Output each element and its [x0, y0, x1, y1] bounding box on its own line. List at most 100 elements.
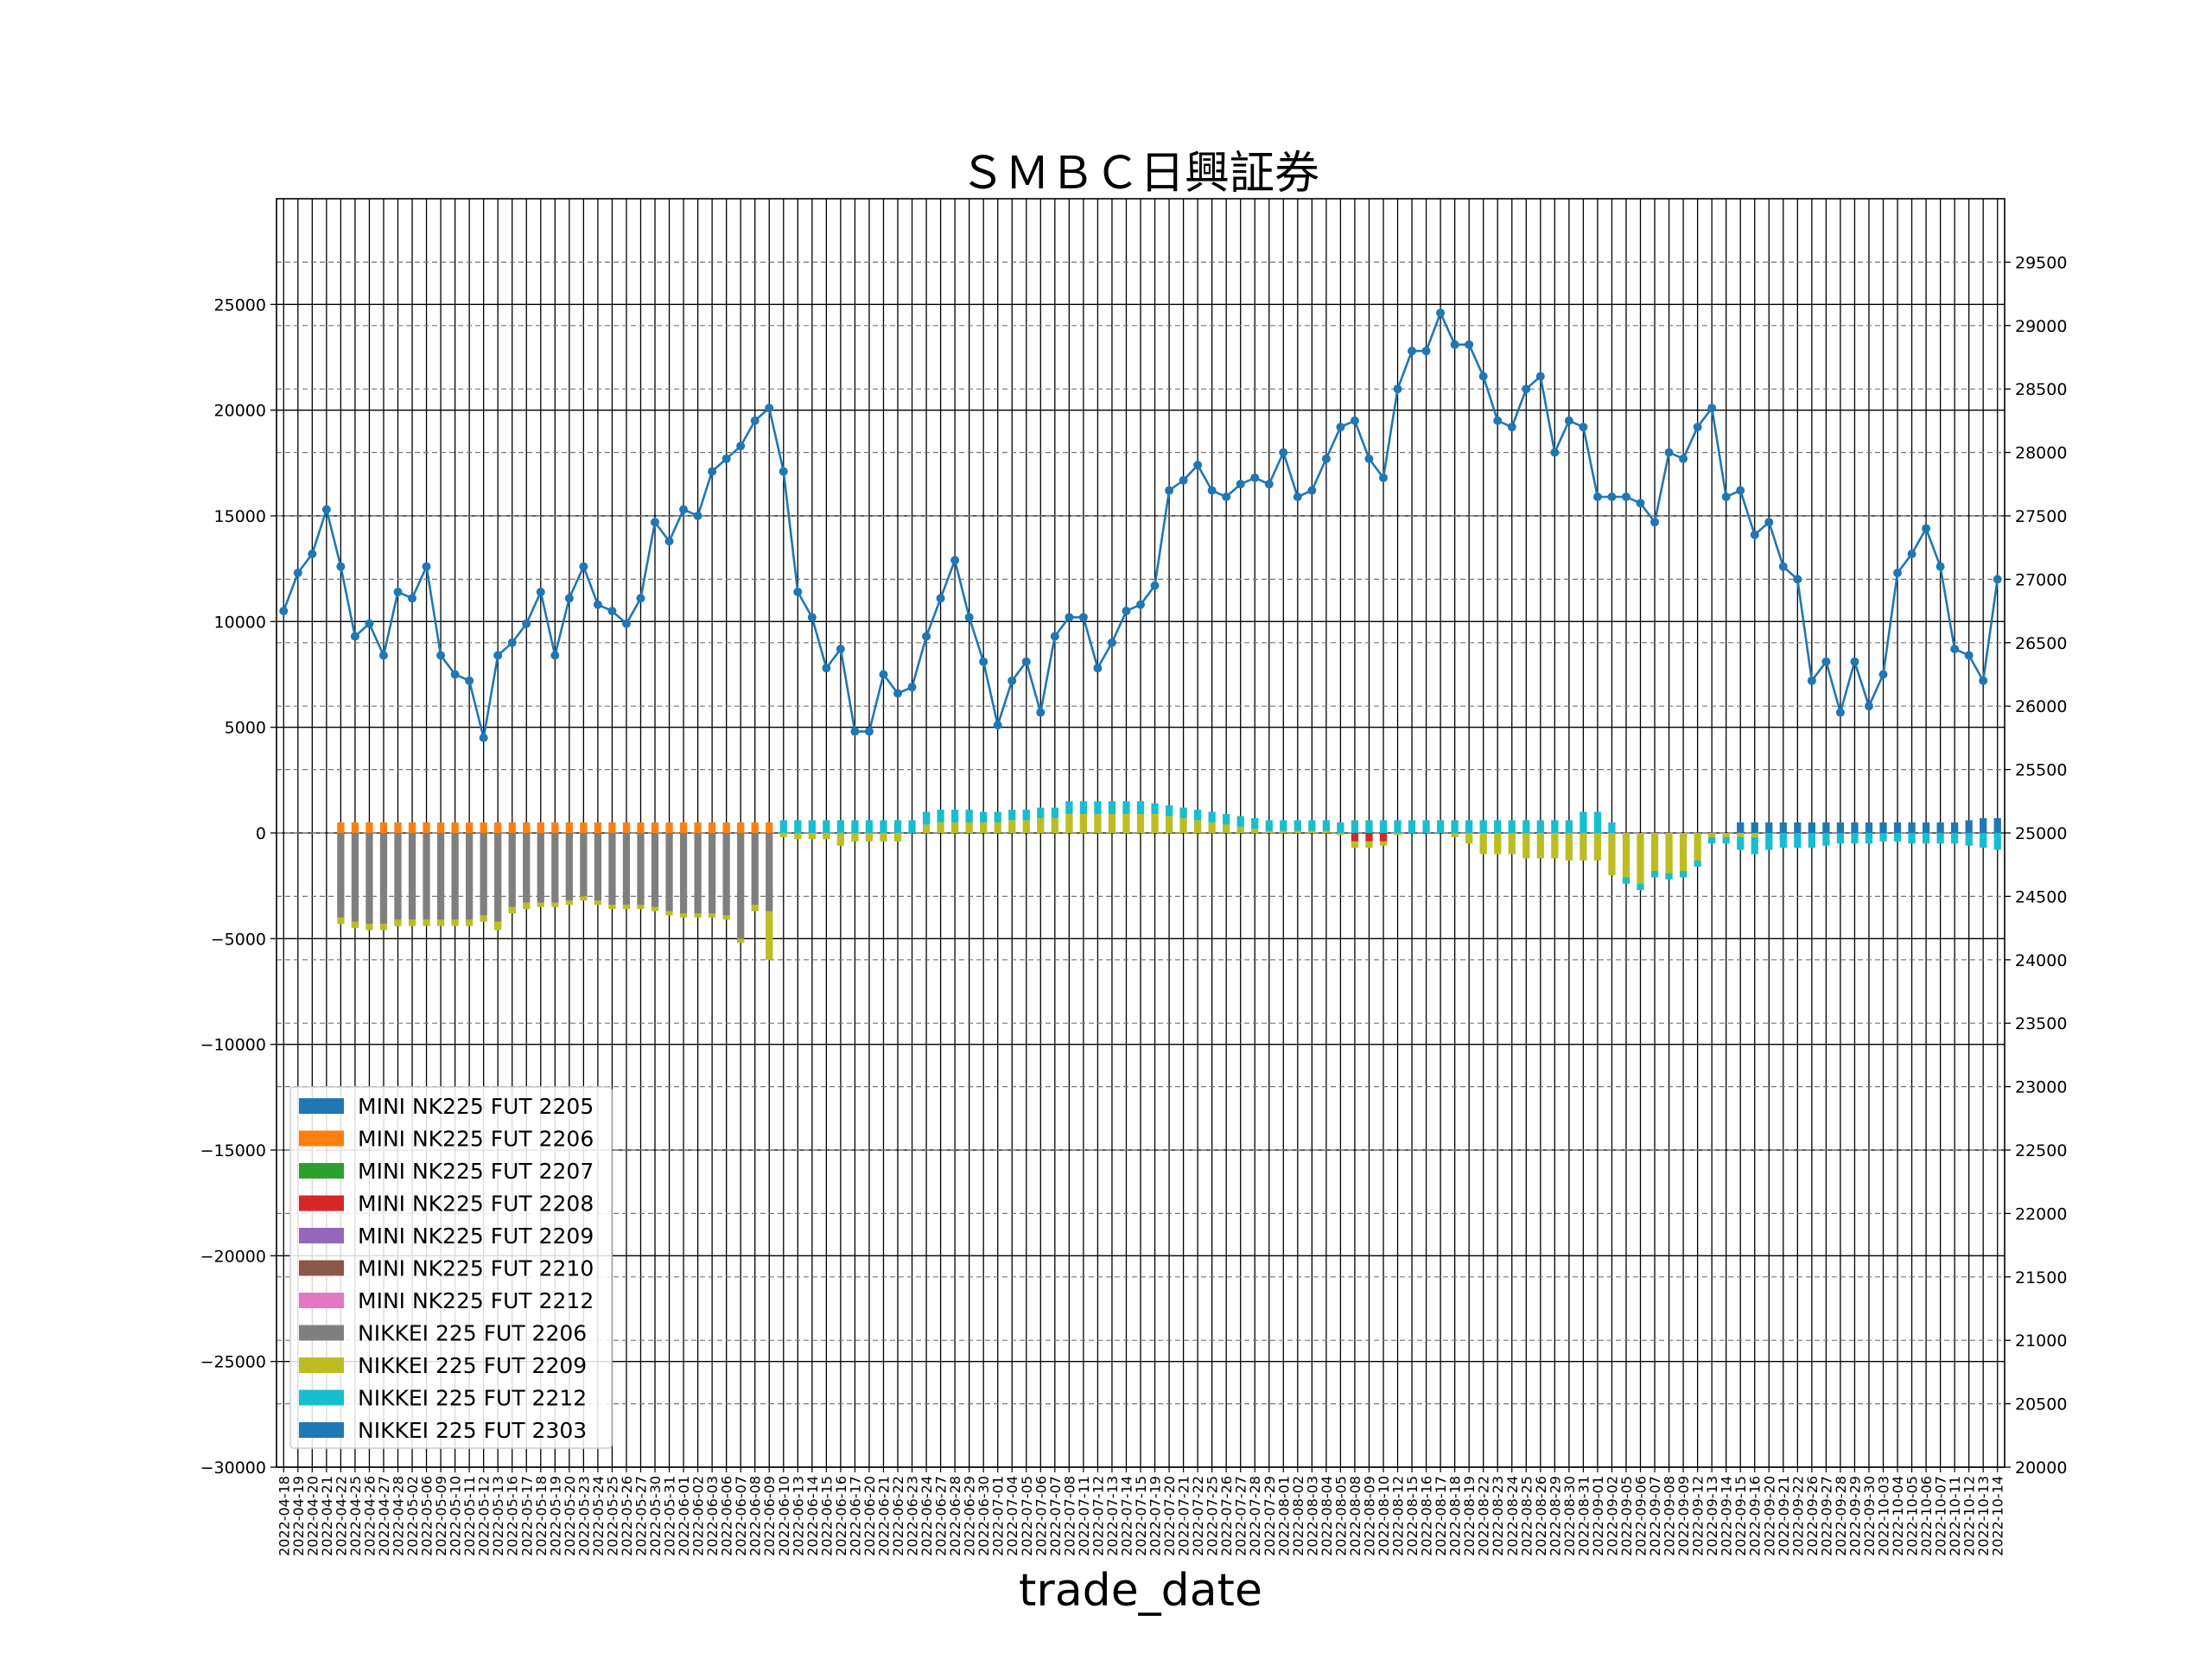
- bar-segment: [494, 921, 502, 931]
- bar-segment: [523, 833, 531, 903]
- price-point: [1122, 607, 1131, 616]
- bar-segment: [965, 822, 973, 833]
- bar-segment: [1122, 801, 1130, 814]
- price-point: [993, 721, 1002, 730]
- legend-label: NIKKEI 225 FUT 2212: [358, 1386, 587, 1411]
- bar-segment: [451, 833, 459, 920]
- price-point: [308, 550, 317, 559]
- y2-tick-label: 23500: [2015, 1014, 2067, 1033]
- bar-segment: [637, 905, 645, 910]
- price-point: [879, 670, 888, 679]
- bar-segment: [1208, 822, 1216, 833]
- price-point: [1936, 562, 1945, 571]
- y-axis-ticks: 25000 20000 15000 10000 5000 0 −5000 −10000 −150…: [200, 296, 276, 1478]
- price-point: [1907, 550, 1916, 559]
- bar-segment: [1465, 833, 1473, 844]
- x-tick-label: 2022-07-20: [1161, 1476, 1178, 1556]
- y2-tick-label: 28500: [2015, 380, 2067, 399]
- y2-tick-label: 29500: [2015, 253, 2067, 272]
- bar-segment: [337, 917, 345, 925]
- bar-segment: [1893, 833, 1902, 842]
- bar-segment: [1179, 807, 1187, 818]
- price-point: [436, 651, 446, 660]
- x-tick-label: 2022-06-29: [962, 1476, 978, 1556]
- price-point: [1850, 657, 1859, 666]
- x-tick-label: 2022-06-01: [676, 1476, 692, 1556]
- x-tick-label: 2022-09-14: [1719, 1476, 1735, 1556]
- x-tick-label: 2022-06-15: [818, 1476, 835, 1556]
- y-tick-label: −30000: [200, 1459, 266, 1478]
- x-tick-label: 2022-04-27: [376, 1476, 392, 1556]
- bar-segment: [565, 900, 573, 906]
- x-tick-label: 2022-10-07: [1933, 1476, 1949, 1556]
- price-point: [1979, 676, 1988, 685]
- price-point: [279, 607, 289, 616]
- bar-segment: [1622, 877, 1630, 884]
- x-tick-label: 2022-09-21: [1776, 1476, 1792, 1556]
- x-tick-label: 2022-06-03: [704, 1476, 721, 1556]
- legend-label: MINI NK225 FUT 2208: [358, 1192, 594, 1217]
- price-point: [1350, 416, 1359, 425]
- y2-tick-label: 21000: [2015, 1332, 2067, 1351]
- price-point: [1264, 480, 1274, 489]
- x-tick-label: 2022-07-06: [1033, 1476, 1049, 1556]
- bar-segment: [1708, 833, 1716, 837]
- price-point: [465, 676, 474, 685]
- x-tick-label: 2022-07-29: [1262, 1476, 1278, 1556]
- bar-segment: [608, 822, 616, 833]
- bar-segment: [1223, 813, 1230, 825]
- price-point: [836, 645, 845, 654]
- bar-segment: [1108, 813, 1116, 833]
- bar-segment: [1951, 833, 1959, 844]
- x-tick-label: 2022-09-30: [1861, 1476, 1878, 1556]
- legend-swatch: [299, 1422, 344, 1438]
- price-point: [564, 594, 574, 603]
- bar-segment: [1765, 833, 1773, 850]
- x-tick-label: 2022-09-02: [1604, 1476, 1620, 1556]
- x-tick-label: 2022-05-24: [590, 1476, 607, 1556]
- x-tick-label: 2022-08-04: [1319, 1476, 1335, 1556]
- price-point: [1793, 575, 1802, 584]
- bar-segment: [808, 820, 816, 833]
- bar-segment: [1580, 811, 1587, 833]
- x-tick-label: 2022-06-30: [976, 1476, 992, 1556]
- x-tick-label: 2022-05-31: [662, 1476, 678, 1556]
- price-point: [1493, 416, 1503, 425]
- bar-segment: [679, 822, 688, 833]
- bar-segment: [379, 833, 388, 925]
- bar-segment: [1451, 833, 1459, 837]
- x-tick-label: 2022-07-14: [1118, 1476, 1135, 1556]
- bar-segment: [1665, 873, 1673, 880]
- bar-segment: [1737, 836, 1745, 850]
- price-point: [1950, 645, 1960, 654]
- bar-segment: [451, 822, 459, 833]
- price-point: [1279, 448, 1288, 457]
- bar-segment: [1851, 822, 1859, 833]
- x-tick-label: 2022-08-05: [1332, 1476, 1349, 1556]
- bar-segment: [1294, 820, 1301, 831]
- price-point: [893, 689, 903, 698]
- bar-segment: [1980, 817, 1987, 833]
- bar-segment: [1151, 803, 1159, 814]
- price-point: [651, 518, 660, 527]
- x-tick-label: 2022-08-09: [1361, 1476, 1377, 1556]
- x-tick-label: 2022-04-18: [276, 1476, 292, 1556]
- y-tick-label: 10000: [214, 613, 266, 632]
- price-point: [1964, 651, 1974, 660]
- x-tick-label: 2022-09-07: [1647, 1476, 1663, 1556]
- x-tick-label: 2022-07-11: [1076, 1476, 1092, 1556]
- price-point: [1421, 346, 1431, 356]
- x-tick-label: 2022-10-06: [1918, 1476, 1935, 1556]
- bar-segment: [408, 822, 416, 833]
- bar-segment: [722, 915, 730, 920]
- bar-segment: [1136, 813, 1145, 833]
- bar-segment: [709, 912, 716, 918]
- x-tick-label: 2022-08-18: [1447, 1476, 1464, 1556]
- bar-segment: [1508, 833, 1516, 855]
- x-tick-label: 2022-04-22: [333, 1476, 349, 1556]
- bar-segment: [1951, 822, 1959, 833]
- bar-segment: [1879, 822, 1887, 833]
- bar-segment: [1993, 817, 2001, 833]
- bar-segment: [1679, 833, 1688, 872]
- bar-segment: [808, 833, 816, 840]
